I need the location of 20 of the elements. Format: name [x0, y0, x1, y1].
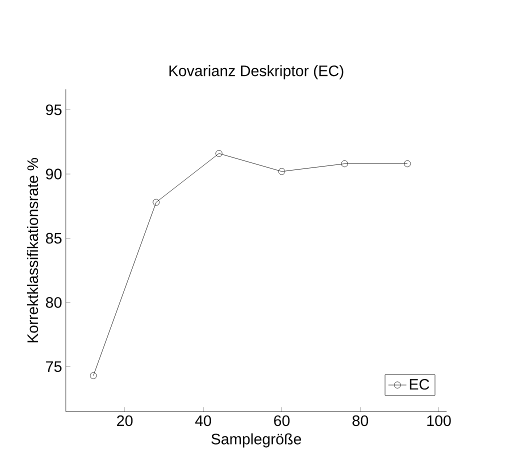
- point: [404, 160, 411, 168]
- point: [341, 160, 348, 168]
- y-tick-label: 85: [46, 232, 62, 244]
- x-tick-label: 40: [195, 415, 212, 426]
- chart-title: Kovarianz Deskriptor (EC): [169, 65, 344, 80]
- point: [90, 372, 97, 380]
- x-tick-label: 80: [352, 415, 368, 426]
- x-tick-label: 60: [274, 415, 290, 426]
- point: [152, 198, 160, 206]
- y-tick-label: 95: [46, 104, 62, 116]
- y-axis-title: Korrektklassifikationsrate %: [26, 158, 38, 342]
- y-tick-label: 80: [46, 297, 62, 308]
- point: [216, 150, 222, 157]
- y-tick-label: 90: [46, 168, 62, 180]
- x-tick-label: 100: [427, 415, 451, 426]
- legend-label: EC: [410, 378, 430, 390]
- x-axis-title: Samplegröße: [211, 433, 302, 448]
- point: [278, 168, 286, 175]
- x-tick-label: 20: [117, 415, 133, 426]
- y-tick-label: 75: [46, 361, 62, 372]
